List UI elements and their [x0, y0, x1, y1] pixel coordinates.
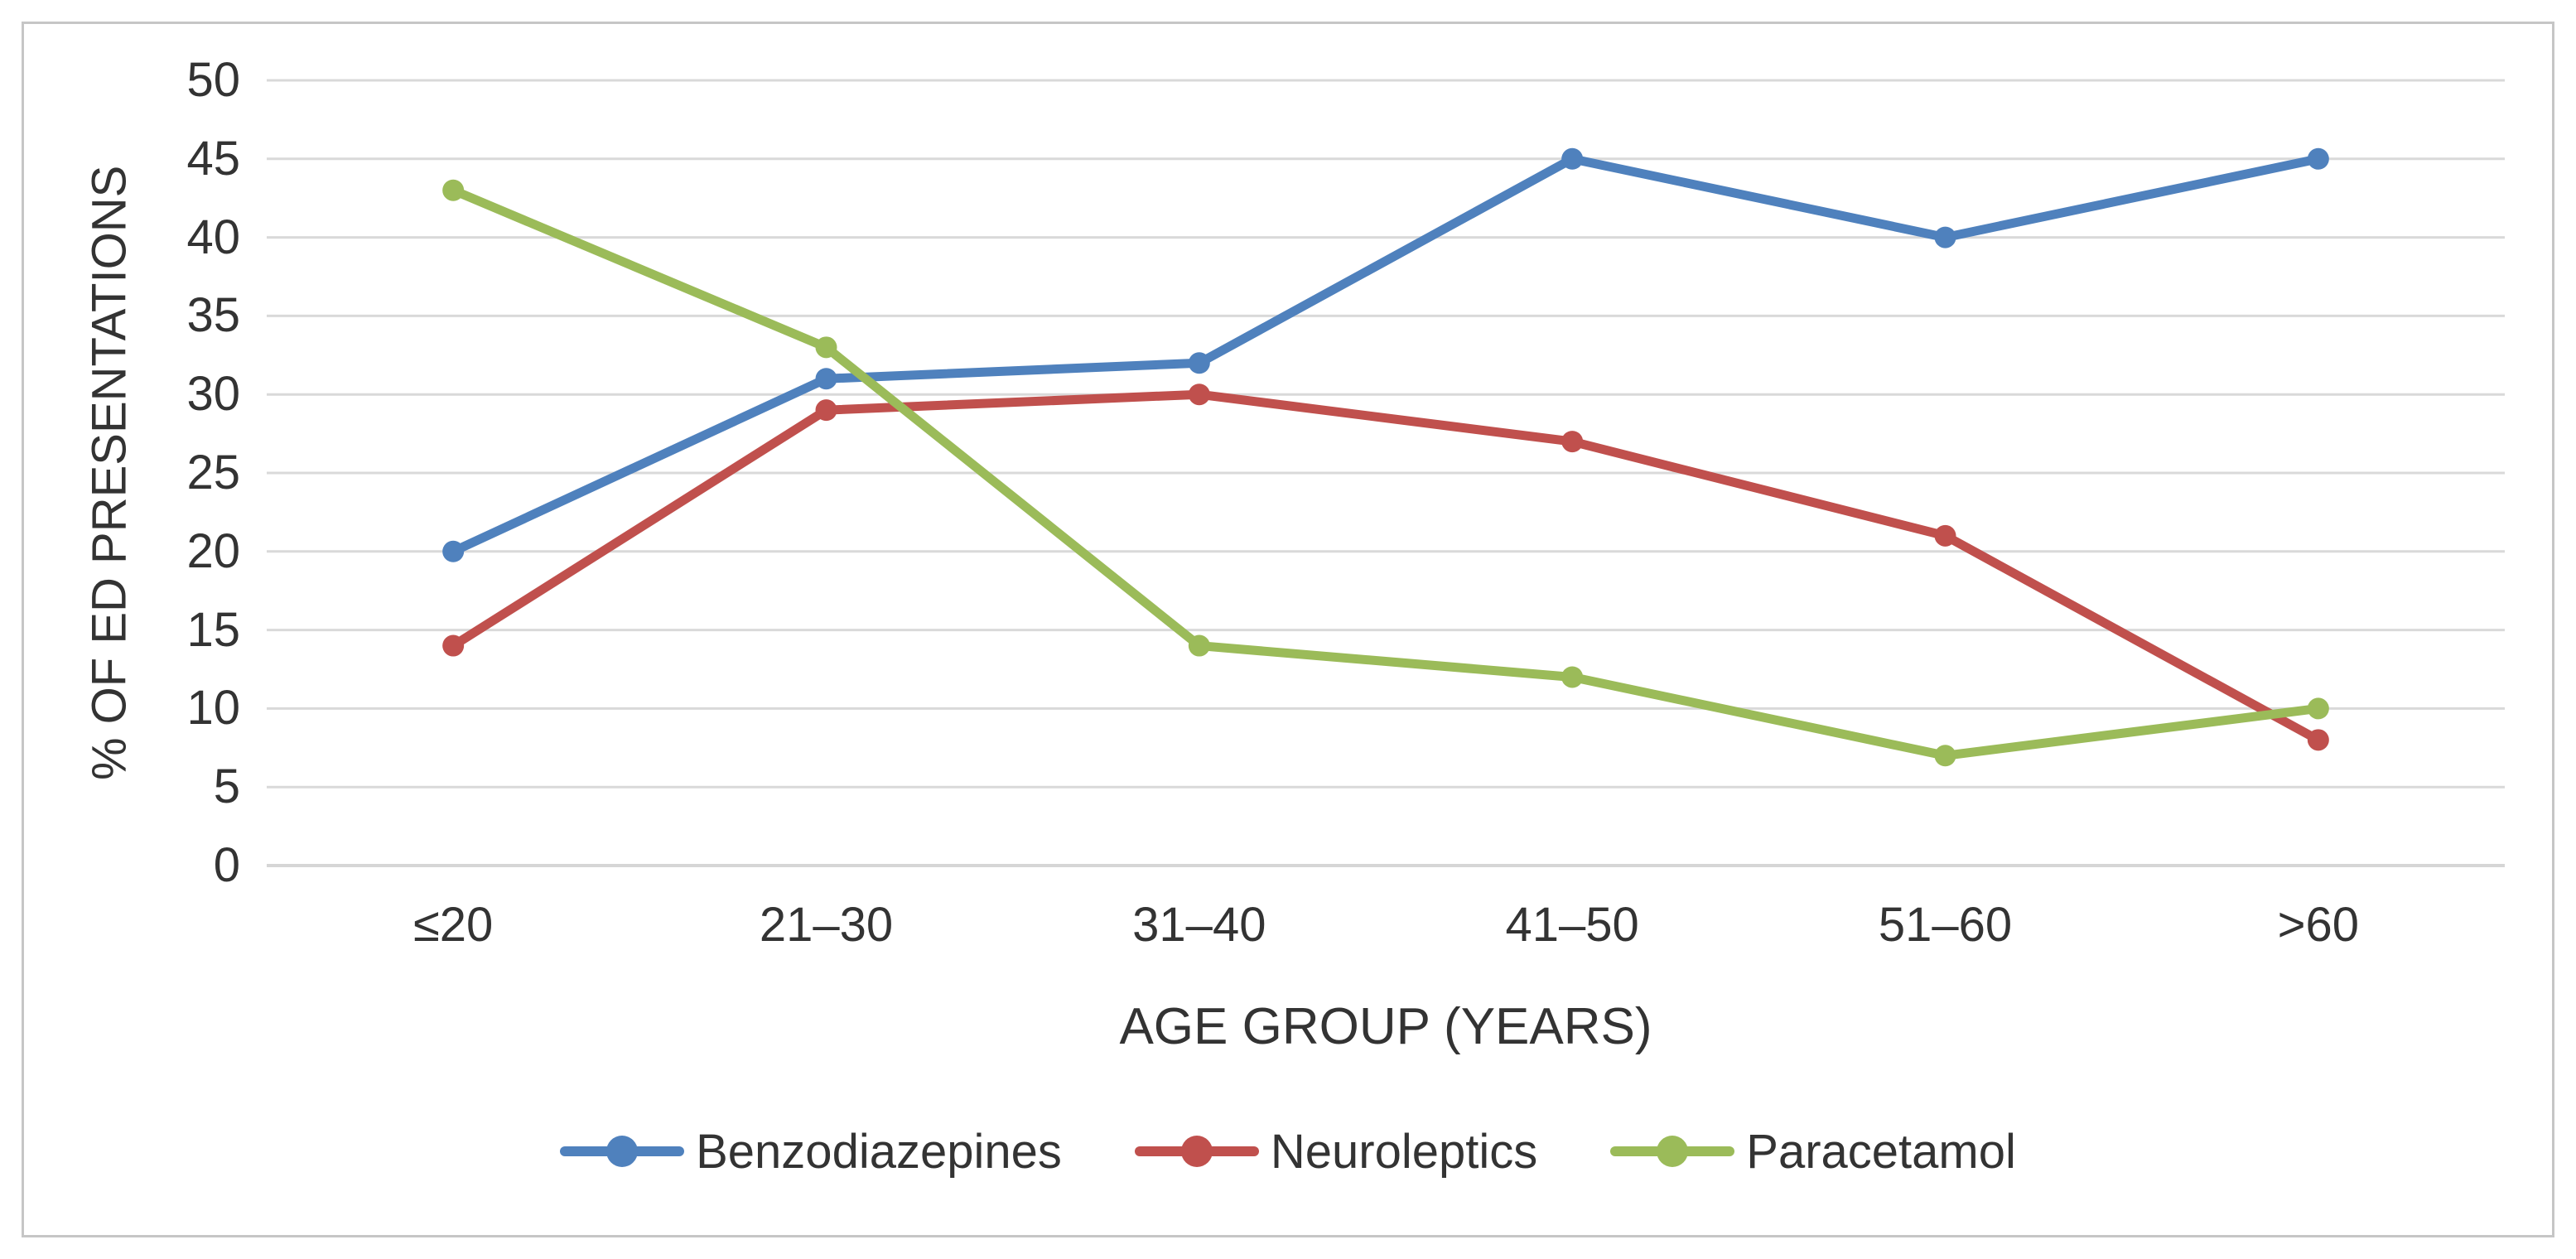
data-point-marker — [1561, 666, 1584, 688]
data-point-marker — [442, 179, 465, 201]
y-tick-label: 50 — [186, 53, 240, 107]
series-line-benzodiazepines — [442, 147, 2329, 562]
data-point-marker — [442, 540, 465, 562]
y-tick-label: 15 — [186, 602, 240, 657]
x-tick-label: ≤20 — [412, 898, 494, 952]
data-point-marker — [1188, 352, 1210, 374]
x-tick-label: >60 — [2277, 898, 2360, 952]
series-line-paracetamol — [442, 179, 2329, 767]
legend-dot-icon — [1180, 1136, 1213, 1167]
legend-line-marker-paracetamol — [1610, 1136, 1735, 1167]
series-line-neuroleptics — [442, 383, 2329, 751]
legend-item-paracetamol: Paracetamol — [1610, 1124, 2016, 1179]
legend-label-paracetamol: Paracetamol — [1746, 1124, 2016, 1179]
x-tick-label: 41–50 — [1505, 898, 1639, 952]
data-point-marker — [442, 634, 465, 657]
y-tick-label: 45 — [186, 131, 240, 186]
chart-legend: Benzodiazepines Neuroleptics Paracetamol — [0, 1117, 2576, 1186]
data-point-marker — [1188, 383, 1210, 406]
data-point-marker — [1934, 524, 1956, 547]
y-tick-label: 5 — [213, 760, 240, 814]
data-point-marker — [1561, 147, 1584, 170]
data-point-marker — [815, 336, 837, 359]
data-point-marker — [815, 399, 837, 422]
legend-line-marker-benzodiazepines — [560, 1136, 685, 1167]
data-point-marker — [1561, 431, 1584, 453]
data-point-marker — [2307, 147, 2329, 170]
legend-label-neuroleptics: Neuroleptics — [1270, 1124, 1538, 1179]
legend-line-marker-neuroleptics — [1134, 1136, 1259, 1167]
y-tick-label: 30 — [186, 367, 240, 422]
legend-dot-icon — [606, 1136, 639, 1167]
x-tick-label: 31–40 — [1132, 898, 1266, 952]
x-axis-title: AGE GROUP (YEARS) — [1119, 998, 1652, 1055]
x-tick-label: 21–30 — [759, 898, 894, 952]
gridlines — [267, 79, 2505, 789]
legend-item-neuroleptics: Neuroleptics — [1134, 1124, 1538, 1179]
data-point-marker — [1934, 745, 1956, 767]
y-tick-label: 20 — [186, 523, 240, 578]
y-tick-label: 35 — [186, 288, 240, 343]
data-point-marker — [2307, 697, 2329, 720]
data-point-marker — [1934, 226, 1956, 248]
y-tick-label: 40 — [186, 210, 240, 264]
legend-dot-icon — [1657, 1136, 1689, 1167]
y-tick-label: 0 — [213, 838, 240, 892]
y-tick-label: 10 — [186, 681, 240, 736]
y-tick-label: 25 — [186, 446, 240, 499]
data-point-marker — [2307, 729, 2329, 751]
data-point-marker — [1188, 634, 1210, 657]
legend-item-benzodiazepines: Benzodiazepines — [560, 1124, 1062, 1179]
legend-label-benzodiazepines: Benzodiazepines — [696, 1124, 1062, 1179]
x-tick-label: 51–60 — [1878, 898, 2013, 952]
data-point-marker — [815, 368, 837, 390]
